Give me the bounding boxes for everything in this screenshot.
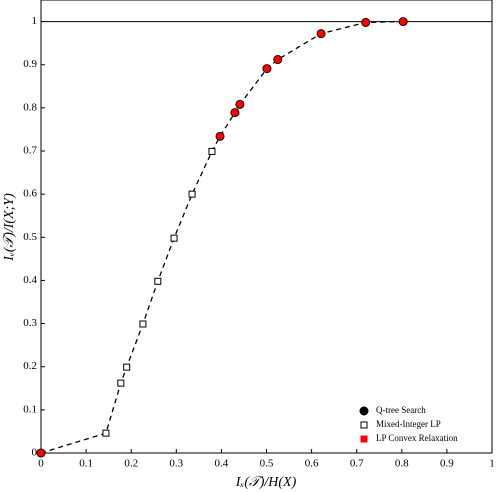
trend-line (40, 20, 404, 454)
legend-label: LP Convex Relaxation (376, 433, 458, 443)
data-point (188, 190, 196, 198)
data-point (123, 363, 131, 371)
data-point (362, 18, 370, 27)
y-tick-label: 0.3 (23, 317, 37, 329)
x-tick-label: 0.3 (169, 458, 183, 470)
y-tick-label: 0.6 (23, 188, 37, 200)
y-axis-label: Iᵥ(𝒯)/I(X;Y) (2, 193, 17, 262)
data-point (102, 429, 110, 437)
data-point (216, 132, 224, 140)
x-tick-label: 0.2 (124, 458, 138, 470)
x-tick-label: 1 (489, 458, 495, 470)
data-point (263, 64, 271, 73)
data-point (236, 100, 244, 109)
y-tick-label: 0.1 (23, 403, 37, 415)
y-tick-label: 0.2 (23, 360, 37, 372)
y-tick-label: 0.4 (23, 274, 37, 286)
x-tick-label: 0.5 (260, 458, 274, 470)
x-axis-label: Iₓ(𝒯)/H(X) (235, 475, 297, 490)
x-tick-label: 0.7 (350, 458, 364, 470)
legend-symbol (360, 421, 368, 429)
data-point (317, 30, 325, 38)
data-point (154, 277, 162, 285)
x-tick-label: 0.6 (305, 458, 319, 470)
data-point (139, 320, 147, 328)
data-point (37, 449, 45, 457)
y-tick-label: 0 (32, 447, 38, 459)
y-tick-label: 0.7 (23, 145, 37, 157)
x-tick-label: 0.9 (440, 458, 454, 470)
y-tick-label: 1 (32, 15, 38, 27)
legend-label: Q-tree Search (376, 405, 426, 415)
x-tick-label: 0 (38, 458, 44, 470)
legend-symbol (360, 435, 368, 443)
data-point (117, 379, 125, 387)
data-point (208, 147, 216, 155)
legend-label: Mixed-Integer LP (376, 419, 441, 429)
data-point (399, 17, 407, 26)
x-tick-label: 0.8 (395, 458, 409, 470)
data-point (170, 234, 178, 242)
y-tick-label: 0.9 (23, 58, 37, 70)
y-tick-label: 0.8 (23, 101, 37, 113)
x-tick-label: 0.4 (215, 458, 229, 470)
x-tick-label: 0.1 (79, 458, 93, 470)
data-point (231, 109, 239, 117)
data-point (274, 55, 282, 64)
y-tick-label: 0.5 (23, 231, 37, 243)
legend-symbol (359, 406, 369, 416)
